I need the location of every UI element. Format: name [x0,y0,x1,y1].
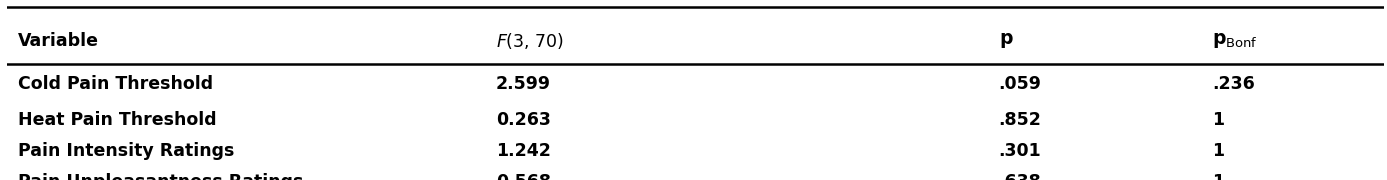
Text: 0.263: 0.263 [497,111,551,129]
Text: .059: .059 [999,75,1042,93]
Text: Heat Pain Threshold: Heat Pain Threshold [18,111,216,129]
Text: 1: 1 [1212,111,1225,129]
Text: 1: 1 [1212,142,1225,160]
Text: 2.599: 2.599 [497,75,551,93]
Text: Cold Pain Threshold: Cold Pain Threshold [18,75,214,93]
Text: $\mathbf{\it{F}}$(3, 70): $\mathbf{\it{F}}$(3, 70) [497,31,565,51]
Text: $\mathbf{p}$$_{\mathbf{\mathrm{Bonf}}}$: $\mathbf{p}$$_{\mathbf{\mathrm{Bonf}}}$ [1212,31,1258,50]
Text: .852: .852 [999,111,1042,129]
Text: 0.568: 0.568 [497,173,551,180]
Text: .638: .638 [999,173,1042,180]
Text: 1.242: 1.242 [497,142,551,160]
Text: Pain Unpleasantness Ratings: Pain Unpleasantness Ratings [18,173,304,180]
Text: Variable: Variable [18,32,98,50]
Text: 1: 1 [1212,173,1225,180]
Text: Pain Intensity Ratings: Pain Intensity Ratings [18,142,234,160]
Text: .301: .301 [999,142,1042,160]
Text: $\mathbf{p}$: $\mathbf{p}$ [999,31,1014,50]
Text: .236: .236 [1212,75,1255,93]
